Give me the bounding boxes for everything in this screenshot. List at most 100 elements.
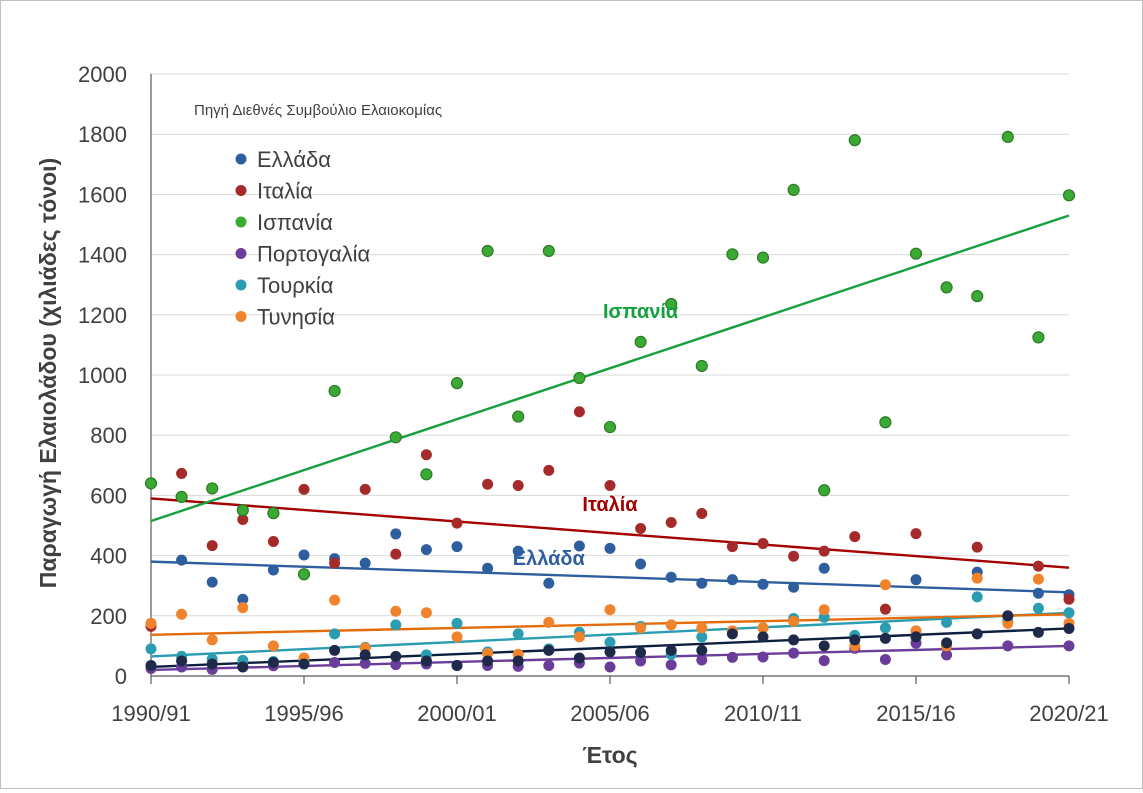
point-πορτογαλία [757, 651, 769, 663]
point-πορτογαλία [359, 657, 371, 669]
point-πορτογαλία [696, 654, 708, 666]
point-ιταλία [726, 541, 738, 553]
point-series-6 [635, 647, 647, 659]
point-τουρκία [971, 591, 983, 603]
point-τουρκία [1063, 607, 1075, 619]
point-ιταλία [390, 548, 402, 560]
legend-marker-τουρκία [235, 279, 247, 291]
point-πορτογαλία [818, 655, 830, 667]
point-τυνησία [176, 608, 188, 620]
point-τυνησία [971, 572, 983, 584]
point-τυνησία [267, 640, 279, 652]
point-τυνησία [879, 579, 891, 591]
point-ισπανία [512, 410, 525, 423]
point-ελλάδα [176, 554, 188, 566]
y-tick-label: 1600 [78, 182, 127, 207]
point-τουρκία [1032, 602, 1044, 614]
legend-label-τυνησία: Τυνησία [257, 305, 335, 330]
point-ελλάδα [267, 564, 279, 576]
point-ελλάδα [788, 581, 800, 593]
y-tick-label: 1000 [78, 363, 127, 388]
point-ιταλία [788, 550, 800, 562]
point-τυνησία [329, 594, 341, 606]
point-series-6 [604, 646, 616, 658]
point-ελλάδα [359, 557, 371, 569]
point-ελλάδα [604, 542, 616, 554]
legend-label-ισπανία: Ισπανία [257, 210, 333, 235]
trend-line-τουρκία [150, 611, 1070, 658]
point-ισπανία [909, 247, 923, 260]
point-series-6 [329, 644, 341, 656]
point-series-6 [573, 652, 585, 664]
point-ισπανία [695, 359, 708, 373]
point-ελλάδα [512, 545, 524, 557]
point-τουρκία [390, 619, 402, 631]
point-ελλάδα [451, 541, 463, 553]
point-ιταλία [267, 535, 279, 547]
point-ελλάδα [482, 562, 494, 574]
point-series-6 [726, 628, 738, 640]
point-series-6 [451, 659, 463, 671]
data-points [144, 130, 1076, 675]
point-series-6 [512, 655, 524, 667]
point-τυνησία [420, 607, 432, 619]
y-tick-label: 1800 [78, 122, 127, 147]
trend-label-ελλάδα: Ελλάδα [513, 548, 586, 570]
x-tick-label: 2020/21 [1029, 701, 1109, 726]
point-πορτογαλία [941, 649, 953, 661]
point-series-6 [849, 634, 861, 646]
point-ιταλία [359, 483, 371, 495]
point-ισπανία [665, 297, 678, 311]
point-ελλάδα [1032, 587, 1044, 599]
point-πορτογαλία [1063, 640, 1075, 652]
point-ιταλία [573, 406, 585, 418]
point-ισπανία [175, 490, 188, 504]
point-ιταλία [512, 479, 524, 491]
x-tick-label: 2000/01 [417, 701, 497, 726]
point-ιταλία [482, 478, 494, 490]
point-ισπανία [971, 290, 984, 303]
point-ισπανία [297, 568, 311, 581]
point-ιταλία [420, 449, 432, 461]
point-series-6 [665, 644, 677, 656]
point-ισπανία [848, 134, 861, 147]
point-ισπανία [542, 244, 555, 258]
point-ελλάδα [696, 577, 708, 589]
point-ισπανία [1001, 130, 1014, 144]
point-ιταλία [818, 545, 830, 557]
point-τυνησία [543, 616, 555, 628]
y-tick-label: 0 [115, 664, 127, 689]
point-ελλάδα [420, 544, 432, 556]
point-τυνησία [451, 631, 463, 643]
legend: Ελλάδα Ιταλία Ισπανία Πορτογαλία Τουρκία Τυνη… [235, 147, 371, 330]
point-ελλάδα [635, 558, 647, 570]
point-πορτογαλία [879, 653, 891, 665]
y-tick-label: 200 [90, 604, 127, 629]
point-τυνησία [1002, 617, 1014, 629]
point-ιταλία [329, 557, 341, 569]
point-ιταλία [451, 517, 463, 529]
point-ιταλία [206, 540, 218, 552]
point-ιταλία [971, 541, 983, 553]
point-series-6 [1032, 626, 1044, 638]
point-τυνησία [604, 604, 616, 616]
point-series-6 [420, 655, 432, 667]
point-series-6 [298, 658, 310, 670]
trend-line-ιταλία [150, 497, 1070, 569]
point-ισπανία [236, 504, 249, 517]
point-ελλάδα [298, 549, 310, 561]
point-ελλάδα [237, 593, 249, 605]
y-tick-label: 1400 [78, 243, 127, 268]
point-ελλάδα [206, 576, 218, 588]
point-ισπανία [144, 477, 158, 490]
point-τυνησία [1032, 573, 1044, 585]
point-ισπανία [328, 384, 341, 398]
point-series-6 [237, 661, 249, 673]
point-ισπανία [573, 371, 586, 385]
point-τουρκία [451, 617, 463, 629]
point-ιταλία [1063, 593, 1075, 605]
point-ισπανία [481, 244, 494, 258]
point-ισπανία [603, 420, 617, 434]
legend-marker-ιταλία [235, 185, 247, 196]
point-τυνησία [482, 647, 494, 659]
